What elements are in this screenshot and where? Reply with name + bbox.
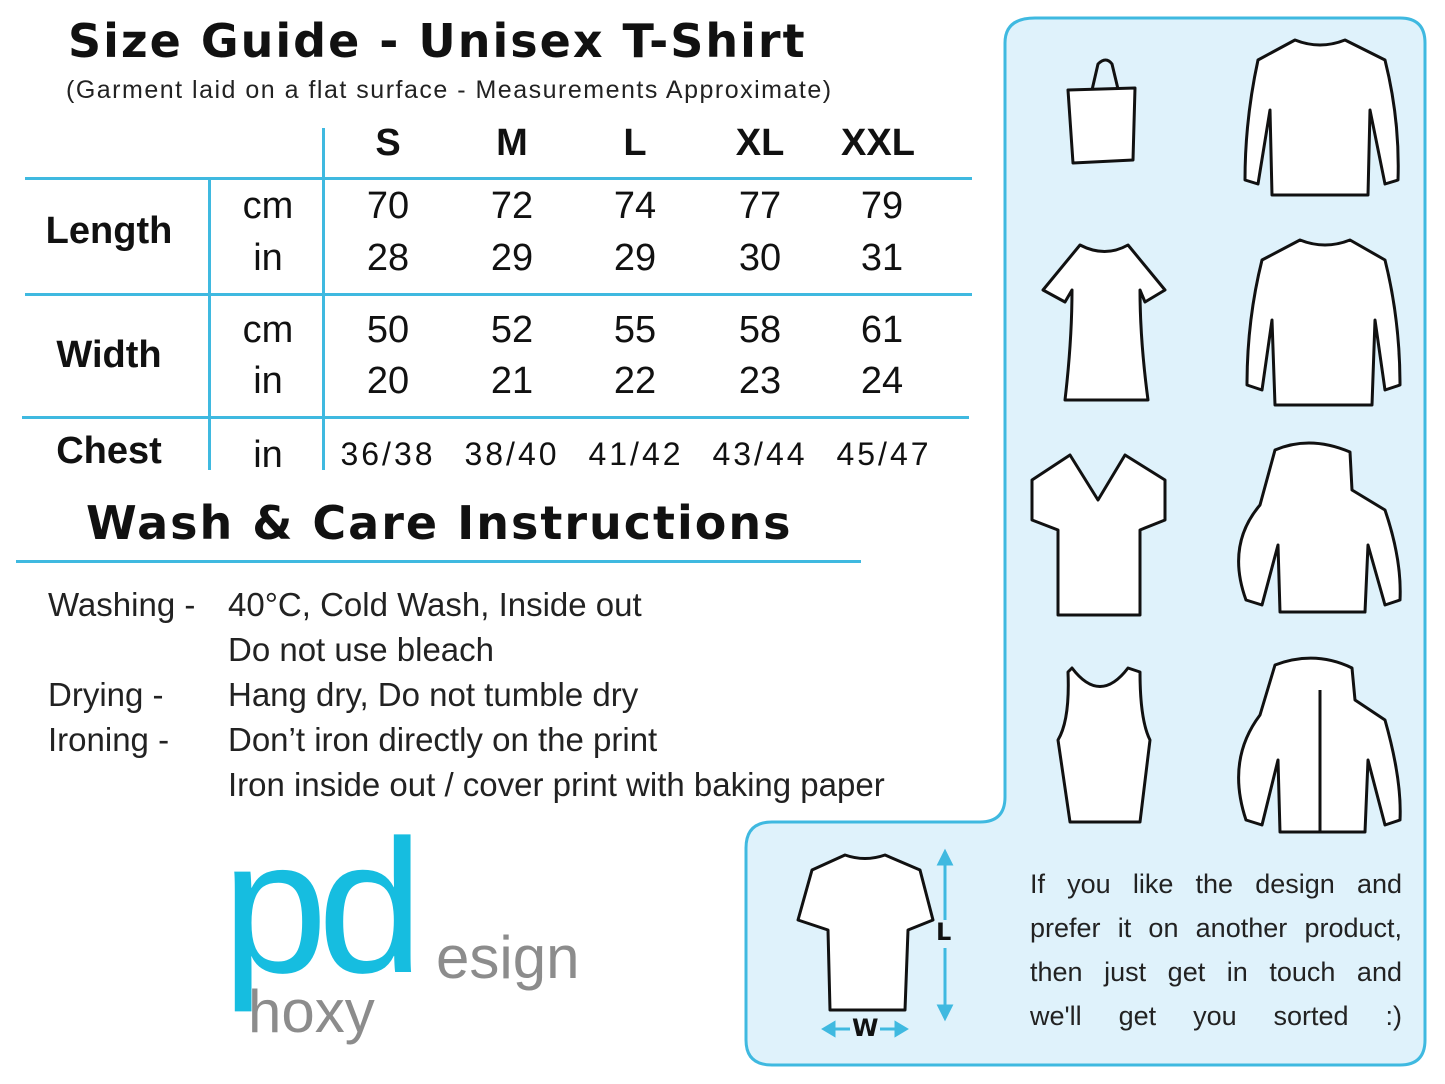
care-text: Iron inside out / cover print with bakin…: [228, 766, 885, 803]
table-cell: 24: [860, 360, 904, 402]
unit-label: in: [253, 434, 283, 476]
tank-top-icon: [1056, 666, 1152, 824]
size-header-xxl: XXL: [841, 122, 915, 164]
table-cell: 29: [613, 237, 657, 279]
unit-label: cm: [242, 185, 294, 227]
row-label-length: Length: [45, 210, 173, 252]
sweatshirt-icon: [1245, 238, 1402, 407]
row-label-width: Width: [56, 334, 162, 376]
contact-message: If you like the design and prefer it on …: [1030, 862, 1402, 1038]
unit-label: in: [253, 360, 283, 402]
v-neck-tshirt-icon: [1030, 453, 1167, 617]
table-cell: 38/40: [464, 436, 560, 472]
table-cell: 20: [366, 360, 410, 402]
unit-label: cm: [242, 309, 294, 351]
table-cell: 55: [613, 309, 657, 351]
table-divider: [25, 177, 972, 180]
contact-line: If you like the design and: [1030, 869, 1402, 899]
table-cell: 61: [860, 309, 904, 351]
logo-mark: pd: [222, 801, 423, 1013]
care-text: 40°C, Cold Wash, Inside out: [228, 586, 642, 623]
table-cell: 77: [738, 185, 782, 227]
care-label: Drying -: [48, 676, 164, 713]
table-divider: [25, 293, 972, 296]
length-label: L: [936, 918, 952, 946]
care-text: Hang dry, Do not tumble dry: [228, 676, 639, 713]
care-text: Don’t iron directly on the print: [228, 721, 658, 758]
table-cell: 41/42: [588, 436, 684, 472]
table-cell: 50: [366, 309, 410, 351]
table-cell: 43/44: [712, 436, 808, 472]
table-cell: 28: [366, 237, 410, 279]
care-title: Wash & Care Instructions: [86, 496, 793, 550]
row-label-chest: Chest: [56, 430, 162, 472]
table-divider: [208, 178, 211, 470]
table-cell: 23: [738, 360, 782, 402]
table-cell: 31: [860, 237, 904, 279]
table-cell: 22: [613, 360, 657, 402]
table-cell: 30: [738, 237, 782, 279]
tote-bag-icon: [1066, 58, 1137, 165]
zip-hoodie-icon: [1237, 656, 1402, 834]
page-title: Size Guide - Unisex T-Shirt: [68, 14, 807, 68]
care-text: Do not use bleach: [228, 631, 495, 668]
size-header-xl: XL: [735, 122, 785, 164]
care-label: Ironing -: [48, 721, 170, 758]
long-sleeve-shirt-icon: [1243, 38, 1400, 197]
care-underline: [16, 560, 861, 563]
size-header-s: S: [375, 122, 401, 164]
hoodie-icon: [1237, 441, 1402, 614]
table-cell: 52: [490, 309, 534, 351]
contact-line: prefer it on another product,: [1030, 913, 1402, 943]
logo-word-hoxy: hoxy: [248, 978, 375, 1045]
width-label: W: [852, 1014, 879, 1042]
unit-label: in: [253, 237, 283, 279]
contact-line: then just get in touch and: [1030, 957, 1402, 987]
contact-line: we'll get you sorted :): [1030, 1001, 1402, 1031]
size-header-l: L: [623, 122, 647, 164]
measure-tshirt-icon: [796, 853, 935, 1012]
table-cell: 58: [738, 309, 782, 351]
table-divider: [322, 128, 325, 470]
care-label: Washing -: [48, 586, 196, 623]
measure-arrows: [821, 848, 954, 1038]
table-cell: 74: [613, 185, 657, 227]
size-header-m: M: [496, 122, 528, 164]
womens-tshirt-icon: [1041, 243, 1167, 402]
table-cell: 72: [490, 185, 534, 227]
table-cell: 45/47: [836, 436, 932, 472]
table-cell: 21: [490, 360, 534, 402]
table-cell: 79: [860, 185, 904, 227]
page-subtitle: (Garment laid on a flat surface - Measur…: [66, 76, 833, 104]
table-divider: [22, 416, 969, 419]
table-cell: 29: [490, 237, 534, 279]
logo-word-esign: esign: [436, 924, 580, 991]
table-cell: 36/38: [340, 436, 436, 472]
table-cell: 70: [366, 185, 410, 227]
